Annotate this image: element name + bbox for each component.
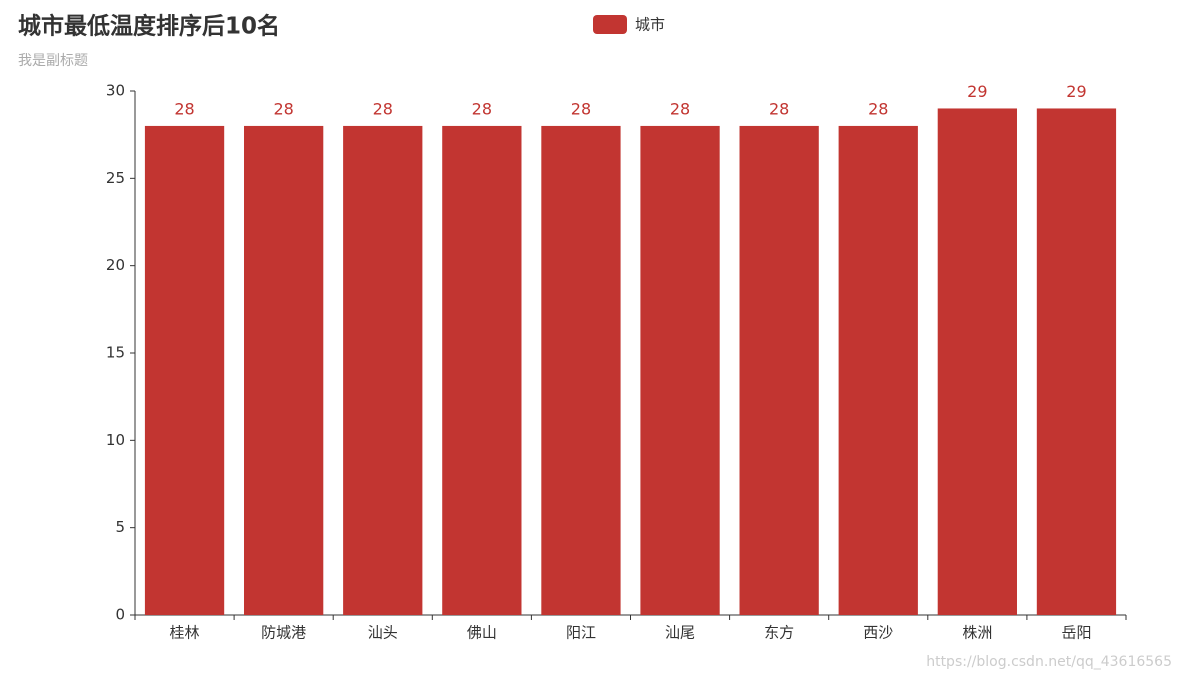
bar <box>739 125 819 615</box>
data-label: 28 <box>472 99 492 118</box>
x-tick-label: 防城港 <box>261 624 306 642</box>
bar <box>343 125 423 615</box>
bar <box>838 125 918 615</box>
y-tick-label: 15 <box>106 344 125 362</box>
x-tick-label: 桂林 <box>170 624 200 642</box>
data-label: 28 <box>670 99 690 118</box>
data-label: 28 <box>769 99 789 118</box>
bar <box>244 125 324 615</box>
bar <box>442 125 522 615</box>
data-label: 28 <box>174 99 194 118</box>
y-tick-label: 10 <box>106 431 125 449</box>
data-label: 28 <box>868 99 888 118</box>
bar <box>541 125 621 615</box>
y-tick-label: 0 <box>115 606 125 624</box>
y-tick-label: 30 <box>106 82 125 100</box>
data-label: 28 <box>373 99 393 118</box>
x-tick-label: 汕头 <box>368 624 398 642</box>
chart-title: 城市最低温度排序后10名 <box>18 13 280 40</box>
data-label: 28 <box>273 99 293 118</box>
data-label: 29 <box>1066 82 1086 101</box>
x-tick-label: 东方 <box>764 624 794 642</box>
legend-swatch <box>593 15 627 34</box>
x-tick-label: 汕尾 <box>665 624 695 642</box>
bar <box>144 125 225 615</box>
x-tick-label: 佛山 <box>467 624 497 642</box>
data-label: 29 <box>967 82 987 101</box>
x-tick-label: 株洲 <box>962 624 992 642</box>
x-tick-label: 西沙 <box>863 624 893 642</box>
bar <box>937 108 1017 615</box>
chart-subtitle: 我是副标题 <box>18 53 88 69</box>
legend-label: 城市 <box>635 16 665 34</box>
bar <box>1036 108 1117 615</box>
x-tick-label: 阳江 <box>566 624 596 642</box>
data-label: 28 <box>571 99 591 118</box>
y-tick-label: 25 <box>106 169 125 187</box>
bar <box>640 125 720 615</box>
y-tick-label: 5 <box>115 518 125 536</box>
y-tick-label: 20 <box>106 256 125 274</box>
x-tick-label: 岳阳 <box>1061 624 1091 642</box>
watermark: https://blog.csdn.net/qq_43616565 <box>926 654 1172 670</box>
